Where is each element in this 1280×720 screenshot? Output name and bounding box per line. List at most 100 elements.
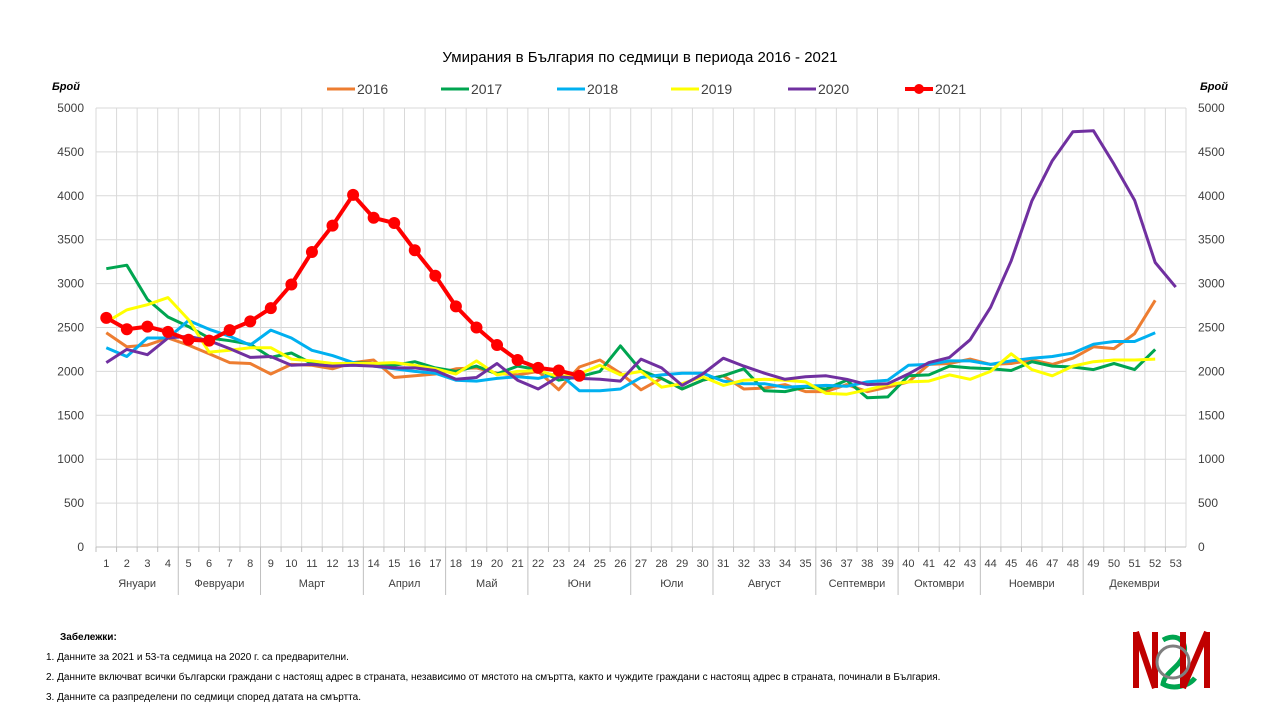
x-tick-label: 4 (165, 558, 171, 570)
legend-label-2017: 2017 (471, 81, 502, 97)
month-label: Септември (829, 578, 886, 590)
x-tick-label: 47 (1046, 558, 1058, 570)
x-tick-label: 36 (820, 558, 832, 570)
y-tick-left: 4000 (57, 189, 84, 203)
y-tick-right: 2500 (1198, 321, 1225, 335)
y-tick-left: 1500 (57, 408, 84, 422)
y-tick-right: 0 (1198, 540, 1205, 554)
x-tick-label: 18 (450, 558, 462, 570)
data-point-2021 (511, 353, 524, 366)
x-tick-label: 41 (923, 558, 935, 570)
x-tick-label: 29 (676, 558, 688, 570)
y-tick-left: 2500 (57, 321, 84, 335)
x-tick-label: 16 (409, 558, 421, 570)
x-tick-label: 26 (614, 558, 626, 570)
x-tick-label: 49 (1087, 558, 1099, 570)
weekly-deaths-chart: Умирания в България по седмици в периода… (52, 49, 1228, 595)
x-tick-label: 7 (227, 558, 233, 570)
data-point-2021 (326, 219, 339, 232)
y-tick-left: 3000 (57, 277, 84, 291)
x-tick-label: 51 (1128, 558, 1140, 570)
y-tick-right: 1500 (1198, 408, 1225, 422)
month-label: Януари (118, 578, 156, 590)
x-tick-label: 34 (779, 558, 791, 570)
x-tick-label: 50 (1108, 558, 1120, 570)
x-tick-label: 11 (306, 558, 317, 570)
data-point-2021 (470, 321, 483, 334)
month-label: Юни (568, 578, 591, 590)
x-tick-label: 23 (553, 558, 565, 570)
legend-marker-2021 (914, 84, 924, 94)
data-point-2021 (120, 323, 133, 336)
y-tick-left: 2000 (57, 364, 84, 378)
notes: Забележки: 1. Данните за 2021 и 53-та се… (46, 628, 940, 708)
month-label: Март (299, 578, 325, 590)
x-tick-label: 12 (326, 558, 338, 570)
y-tick-right: 3000 (1198, 277, 1225, 291)
x-tick-label: 44 (984, 558, 996, 570)
x-tick-label: 33 (758, 558, 770, 570)
x-tick-label: 32 (738, 558, 750, 570)
month-label: Октомври (914, 578, 964, 590)
note-item: 3. Данните са разпределени по седмици сп… (46, 692, 361, 703)
x-tick-label: 6 (206, 558, 212, 570)
data-point-2021 (264, 302, 277, 315)
x-tick-label: 48 (1067, 558, 1079, 570)
y-tick-right: 5000 (1198, 101, 1225, 115)
month-label: Август (748, 578, 781, 590)
series-line-2020 (105, 129, 1177, 391)
y-tick-left: 0 (77, 540, 84, 554)
y-tick-left: 500 (64, 496, 84, 510)
x-tick-label: 42 (943, 558, 955, 570)
x-tick-label: 19 (470, 558, 482, 570)
data-point-2021 (223, 324, 236, 337)
data-point-2021 (305, 245, 318, 258)
x-tick-label: 52 (1149, 558, 1161, 570)
y-tick-right: 4000 (1198, 189, 1225, 203)
data-point-2021 (100, 311, 113, 324)
data-point-2021 (141, 320, 154, 333)
note-item: 2. Данните включват всички български гра… (46, 672, 941, 683)
y-tick-left: 1000 (57, 452, 84, 466)
x-tick-label: 35 (799, 558, 811, 570)
x-tick-label: 39 (882, 558, 894, 570)
data-point-2021 (552, 364, 565, 377)
legend-label-2016: 2016 (357, 81, 388, 97)
month-label: Май (476, 578, 498, 590)
note-item: 1. Данните за 2021 и 53-та седмица на 20… (46, 652, 349, 663)
x-tick-label: 21 (511, 558, 523, 570)
month-label: Април (388, 578, 420, 590)
x-tick-label: 31 (717, 558, 729, 570)
series-line-2018 (105, 319, 1156, 393)
y-axis-label-left: Брой (52, 81, 80, 93)
x-tick-label: 22 (532, 558, 544, 570)
y-tick-right: 3500 (1198, 233, 1225, 247)
notes-title: Забележки: (60, 632, 117, 643)
x-tick-label: 37 (841, 558, 853, 570)
data-point-2021 (182, 333, 195, 346)
legend-label-2021: 2021 (935, 81, 966, 97)
x-tick-label: 10 (285, 558, 297, 570)
gridlines (95, 107, 1187, 547)
legend-label-2018: 2018 (587, 81, 618, 97)
x-tick-label: 13 (347, 558, 359, 570)
month-label: Декември (1109, 578, 1159, 590)
data-point-2021 (573, 369, 586, 382)
data-point-2021 (367, 211, 380, 224)
x-tick-label: 5 (185, 558, 191, 570)
data-point-2021 (449, 300, 462, 313)
series-line-2017 (106, 263, 1157, 400)
x-tick-label: 9 (268, 558, 274, 570)
legend-label-2019: 2019 (701, 81, 732, 97)
legend: 2016 2017 2018 2019 2020 2021 (327, 81, 966, 97)
x-tick-label: 45 (1005, 558, 1017, 570)
x-tick-label: 38 (861, 558, 873, 570)
month-label: Ноември (1009, 578, 1055, 590)
y-tick-right: 500 (1198, 496, 1218, 510)
data-point-2021 (408, 244, 421, 257)
x-tick-label: 14 (368, 558, 380, 570)
x-tick-label: 53 (1170, 558, 1182, 570)
month-label: Юли (660, 578, 683, 590)
x-tick-label: 1 (103, 558, 109, 570)
